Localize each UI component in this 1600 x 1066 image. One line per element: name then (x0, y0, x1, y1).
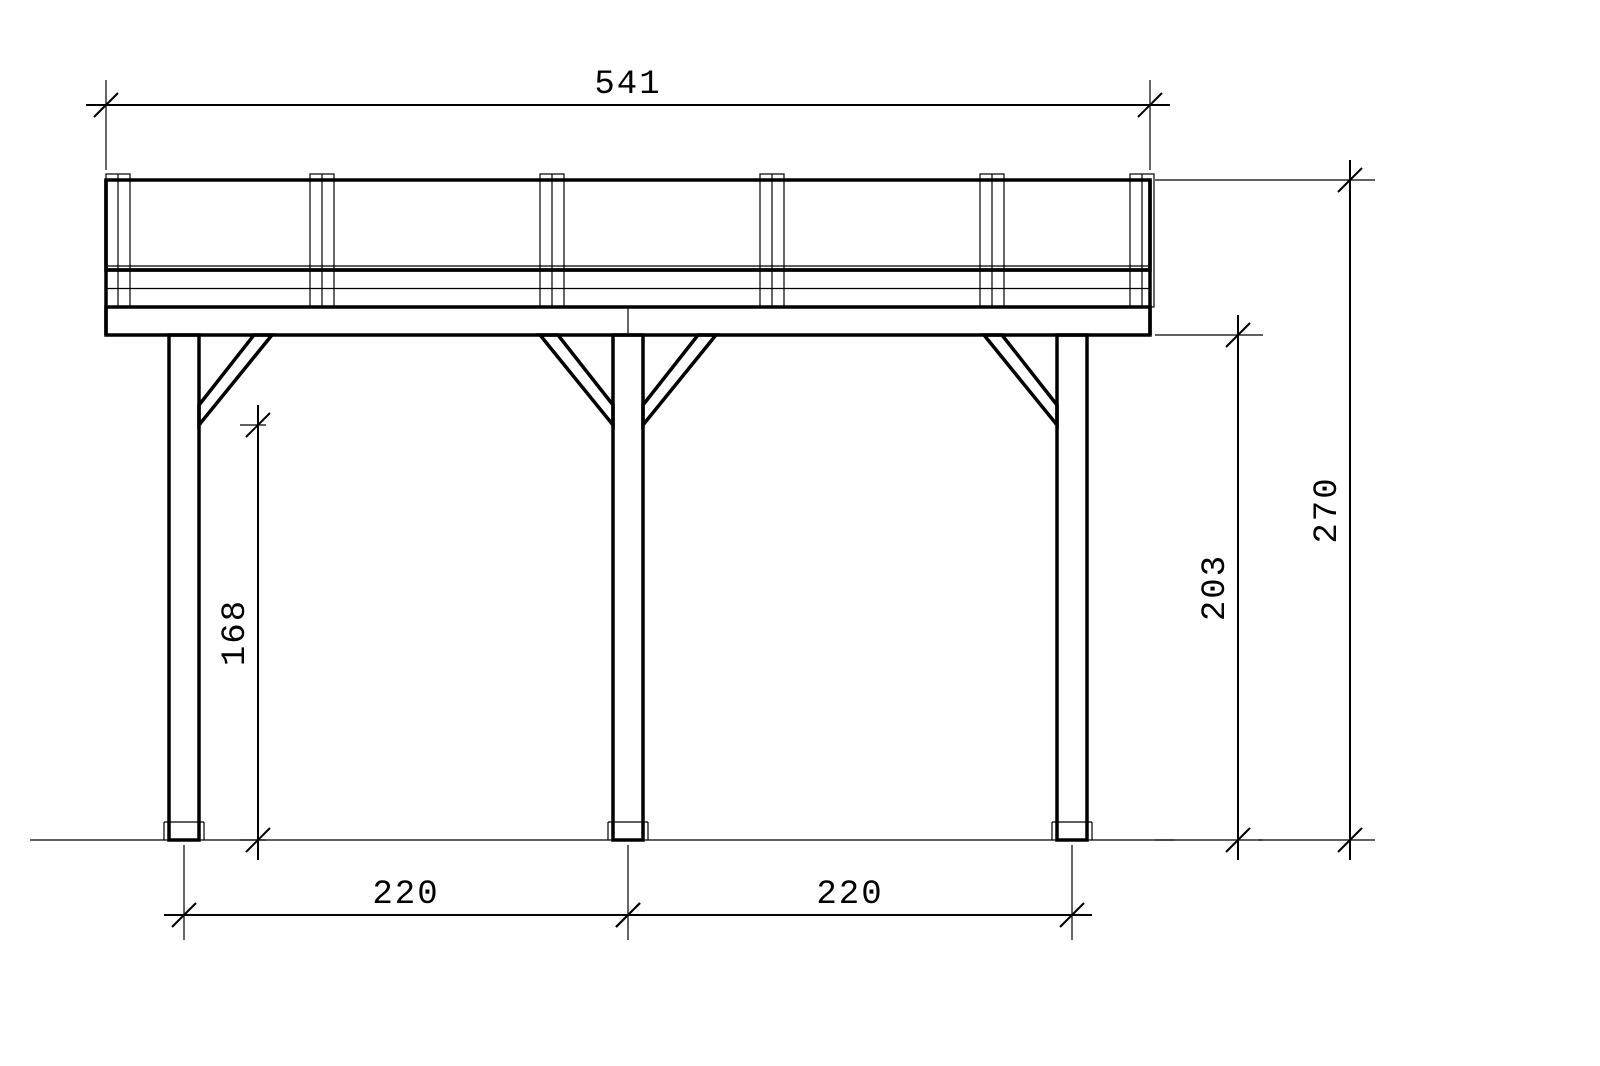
dim-inner-height: 168 (217, 599, 255, 666)
dim-left-bay: 220 (372, 876, 439, 914)
dim-overall-height: 270 (1309, 476, 1347, 543)
dim-post-height: 203 (1197, 554, 1235, 621)
dim-right-bay: 220 (816, 876, 883, 914)
elevation-drawing: 541 220 220 168 203 270 (0, 0, 1600, 1066)
dim-overall-width: 541 (594, 66, 661, 104)
